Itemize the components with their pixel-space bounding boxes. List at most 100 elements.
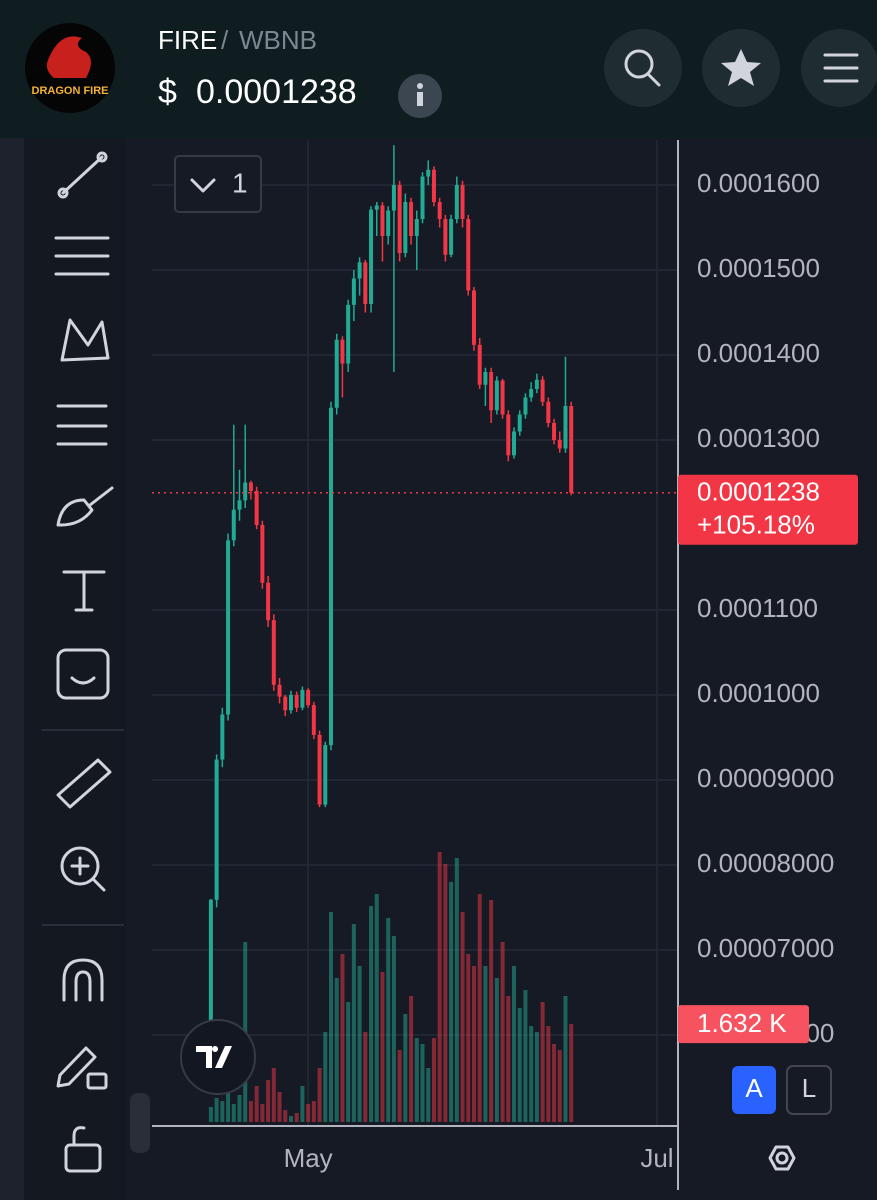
volume-bar — [391, 936, 396, 1122]
candle-body — [357, 262, 362, 279]
candle-body — [466, 219, 471, 291]
candle-body — [563, 406, 568, 449]
volume-bar — [346, 1002, 351, 1122]
candle-body — [363, 262, 368, 305]
last-price-tag — [678, 474, 858, 545]
separator: / — [221, 25, 229, 55]
y-tick-label: 0.0001300 — [697, 423, 820, 453]
candle-body — [300, 689, 305, 708]
volume-bar — [294, 1113, 299, 1122]
volume-bar — [266, 1080, 271, 1122]
volume-bar — [260, 1104, 265, 1122]
candle-body — [494, 380, 499, 411]
candle-body — [569, 406, 574, 493]
plot — [152, 140, 677, 1125]
trend-line-tool[interactable] — [57, 151, 108, 199]
candle-body — [248, 482, 253, 491]
volume-bar — [466, 954, 471, 1122]
candle-body — [329, 407, 334, 746]
menu-button[interactable] — [801, 29, 877, 107]
lock-drawing-tool[interactable] — [56, 1046, 108, 1090]
volume-bar — [431, 1038, 436, 1122]
volume-bar — [386, 918, 391, 1122]
y-tick-label: 0.0001600 — [697, 168, 820, 198]
volume-bar — [483, 966, 488, 1122]
volume-bar — [248, 1101, 253, 1122]
candle-body — [346, 304, 351, 364]
candle-body — [523, 397, 528, 415]
volume-bar — [489, 900, 494, 1122]
logo-text: DRAGON FIRE — [32, 85, 109, 97]
candle-body — [311, 705, 316, 735]
unlock-tool[interactable] — [64, 1126, 102, 1173]
pattern-tool[interactable] — [60, 318, 110, 362]
text-tool[interactable] — [62, 570, 106, 612]
auto-scale-button[interactable] — [732, 1066, 776, 1114]
brush-tool[interactable] — [56, 486, 114, 527]
log-scale-button[interactable] — [786, 1065, 832, 1115]
zoom-tool[interactable] — [60, 846, 106, 892]
volume-bar — [512, 966, 517, 1122]
volume-bar — [403, 1014, 408, 1122]
volume-bar — [552, 1044, 557, 1122]
volume-bar — [208, 1107, 213, 1122]
settings-button[interactable] — [768, 1145, 796, 1171]
candle-body — [254, 490, 259, 525]
candle-body — [266, 582, 271, 621]
volume-bar — [317, 1068, 322, 1122]
tradingview-logo[interactable] — [180, 1019, 256, 1095]
volume-bar — [460, 912, 465, 1122]
candle-body — [534, 379, 539, 390]
volume-bar — [277, 1092, 282, 1122]
volume-bar — [288, 1116, 293, 1122]
volume-bar — [214, 1098, 219, 1122]
candle-body — [477, 344, 482, 385]
volume-bar — [220, 1101, 225, 1122]
candle-body — [294, 694, 299, 708]
candle-body — [260, 524, 265, 583]
volume-bar — [334, 978, 339, 1122]
favorite-button[interactable] — [702, 29, 780, 107]
candle-body — [403, 202, 408, 254]
candle-body — [489, 372, 494, 411]
y-tick-label: 0.00007000 — [697, 933, 834, 963]
volume-bar — [569, 1024, 574, 1122]
volume-bar — [517, 1008, 522, 1122]
candle-body — [540, 379, 545, 402]
candle-body — [431, 169, 436, 203]
info-button[interactable] — [398, 74, 442, 118]
candle-body — [460, 185, 465, 220]
candle-body — [437, 202, 442, 220]
volume-bar — [414, 1038, 419, 1122]
forecast-tool[interactable] — [56, 404, 108, 446]
candle-body — [243, 482, 248, 501]
candle-body — [449, 219, 454, 255]
volume-bar — [351, 924, 356, 1122]
candle-body — [529, 389, 534, 398]
volume-bar — [557, 1050, 562, 1122]
volume-bar — [311, 1101, 316, 1122]
y-tick-label: 0.0001000 — [697, 678, 820, 708]
candle-body — [506, 414, 511, 456]
magnet-tool[interactable] — [62, 958, 104, 1002]
volume-bar — [231, 1104, 236, 1122]
candle-body — [517, 414, 522, 432]
fib-tool[interactable] — [54, 236, 110, 276]
volume-bar — [500, 942, 505, 1122]
ruler-tool[interactable] — [56, 758, 112, 809]
search-button[interactable] — [604, 29, 682, 107]
candle-body — [443, 219, 448, 255]
sticker-tool[interactable] — [56, 648, 110, 700]
scrollbar[interactable] — [130, 1093, 150, 1153]
candle-body — [483, 372, 488, 385]
volume-bar — [454, 858, 459, 1122]
toolbar — [24, 138, 126, 1200]
candle-body — [546, 401, 551, 424]
candle-body — [288, 694, 293, 711]
legend-toggle[interactable] — [174, 155, 262, 213]
candle-body — [500, 380, 505, 415]
legend-count: 1 — [232, 167, 248, 198]
candle-body — [414, 219, 419, 237]
candle-body — [340, 339, 345, 364]
